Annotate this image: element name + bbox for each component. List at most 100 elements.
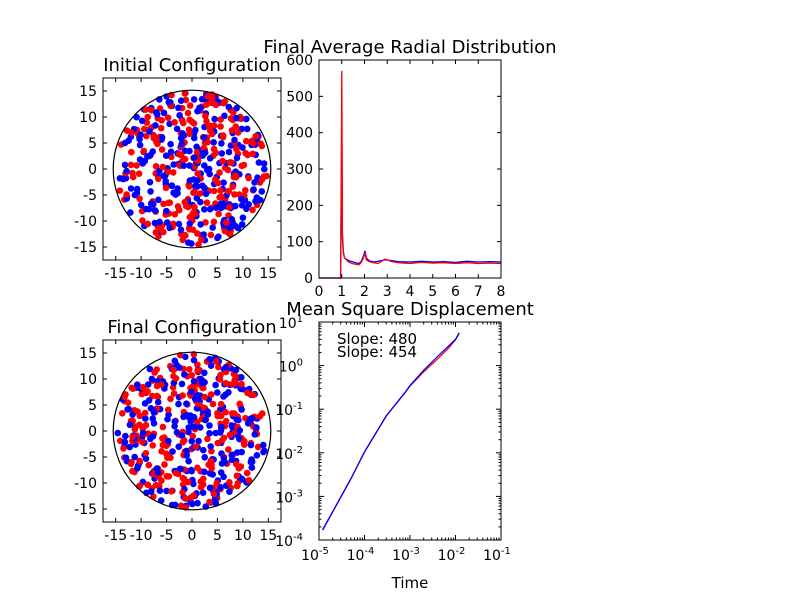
radial-xtick-label: 8 (497, 284, 506, 300)
final-xtick-label: -15 (104, 528, 127, 544)
final-point-red (170, 390, 178, 397)
radial-series-1 (319, 70, 502, 279)
initial-point-blue (175, 220, 183, 228)
final-point-red (128, 384, 135, 392)
final-point-blue (214, 389, 221, 396)
initial-point-blue (139, 159, 147, 166)
initial-point-blue (234, 224, 242, 232)
final-point-blue (206, 430, 213, 437)
final-xtick-label: -5 (160, 528, 174, 544)
final-point-red (225, 446, 232, 453)
radial-ytick-label: 300 (286, 162, 313, 178)
initial-point-red (227, 115, 235, 122)
final-point-blue (147, 435, 154, 443)
initial-point-red (249, 139, 257, 147)
initial-point-blue (186, 177, 194, 184)
final-point-red (127, 460, 135, 468)
final-point-red (119, 410, 126, 417)
initial-point-red (129, 173, 137, 181)
final-point-red (212, 358, 220, 365)
final-point-blue (226, 488, 233, 496)
initial-point-blue (170, 189, 177, 197)
final-point-red (226, 479, 233, 486)
final-point-red (190, 492, 197, 499)
initial-point-red (205, 122, 213, 130)
final-point-blue (148, 375, 156, 383)
final-point-red (153, 392, 161, 400)
initial-point-blue (218, 150, 226, 157)
initial-point-red (184, 203, 192, 211)
initial-point-blue (160, 172, 167, 180)
initial-point-blue (186, 162, 193, 169)
final-point-blue (191, 423, 198, 431)
final-xtick-label: 15 (259, 528, 277, 544)
initial-point-blue (206, 155, 214, 162)
initial-title: Initial Configuration (103, 55, 281, 76)
final-point-blue (185, 457, 192, 465)
final-point-red (222, 368, 230, 376)
initial-point-red (186, 130, 193, 138)
initial-point-red (165, 199, 172, 207)
initial-point-blue (178, 140, 185, 148)
initial-point-blue (167, 148, 175, 156)
initial-point-blue (221, 112, 228, 120)
initial-point-red (217, 187, 224, 194)
initial-point-blue (210, 139, 217, 146)
initial-point-blue (193, 183, 201, 190)
initial-point-blue (186, 147, 193, 155)
initial-point-blue (251, 179, 258, 186)
initial-point-red (127, 161, 135, 169)
final-point-blue (175, 443, 182, 451)
initial-point-blue (168, 182, 176, 189)
final-point-red (254, 443, 262, 451)
initial-point-red (191, 188, 198, 196)
initial-point-blue (215, 233, 222, 240)
initial-point-blue (209, 224, 216, 231)
initial-point-blue (258, 188, 266, 195)
initial-point-blue (173, 125, 181, 133)
final-point-red (140, 423, 148, 431)
radial-xtick-label: 0 (315, 284, 324, 300)
initial-point-red (123, 191, 130, 198)
initial-point-blue (123, 167, 130, 175)
final-point-blue (238, 374, 245, 381)
initial-point-blue (164, 219, 171, 227)
final-point-blue (114, 429, 122, 437)
final-point-red (209, 400, 217, 408)
initial-point-red (196, 190, 204, 197)
final-point-red (136, 482, 144, 490)
final-point-blue (185, 424, 192, 431)
initial-point-blue (219, 200, 227, 207)
final-point-blue (204, 411, 212, 418)
radial-xtick-label: 4 (406, 284, 415, 300)
initial-point-red (216, 169, 223, 176)
msd-series-1 (322, 333, 460, 531)
initial-point-red (217, 123, 224, 130)
final-point-red (164, 406, 172, 414)
radial-xtick-label: 3 (383, 284, 392, 300)
radial-xtick-label: 2 (360, 284, 369, 300)
final-point-red (184, 478, 192, 486)
final-point-blue (175, 400, 182, 408)
final-ytick-label: -10 (74, 476, 97, 492)
final-point-red (207, 391, 215, 398)
initial-point-blue (167, 140, 174, 148)
final-title: Final Configuration (107, 317, 276, 338)
final-point-blue (248, 456, 255, 463)
initial-point-red (116, 187, 124, 194)
final-point-blue (134, 465, 141, 472)
final-point-blue (248, 464, 256, 471)
initial-point-blue (190, 96, 198, 103)
initial-point-red (185, 183, 193, 190)
initial-point-blue (206, 205, 214, 213)
initial-point-blue (218, 140, 225, 147)
initial-point-blue (201, 149, 209, 156)
initial-point-blue (144, 153, 151, 160)
initial-point-blue (170, 161, 177, 168)
final-point-red (233, 460, 240, 468)
final-point-red (170, 366, 177, 374)
initial-point-red (216, 194, 223, 201)
final-point-blue (139, 429, 147, 437)
